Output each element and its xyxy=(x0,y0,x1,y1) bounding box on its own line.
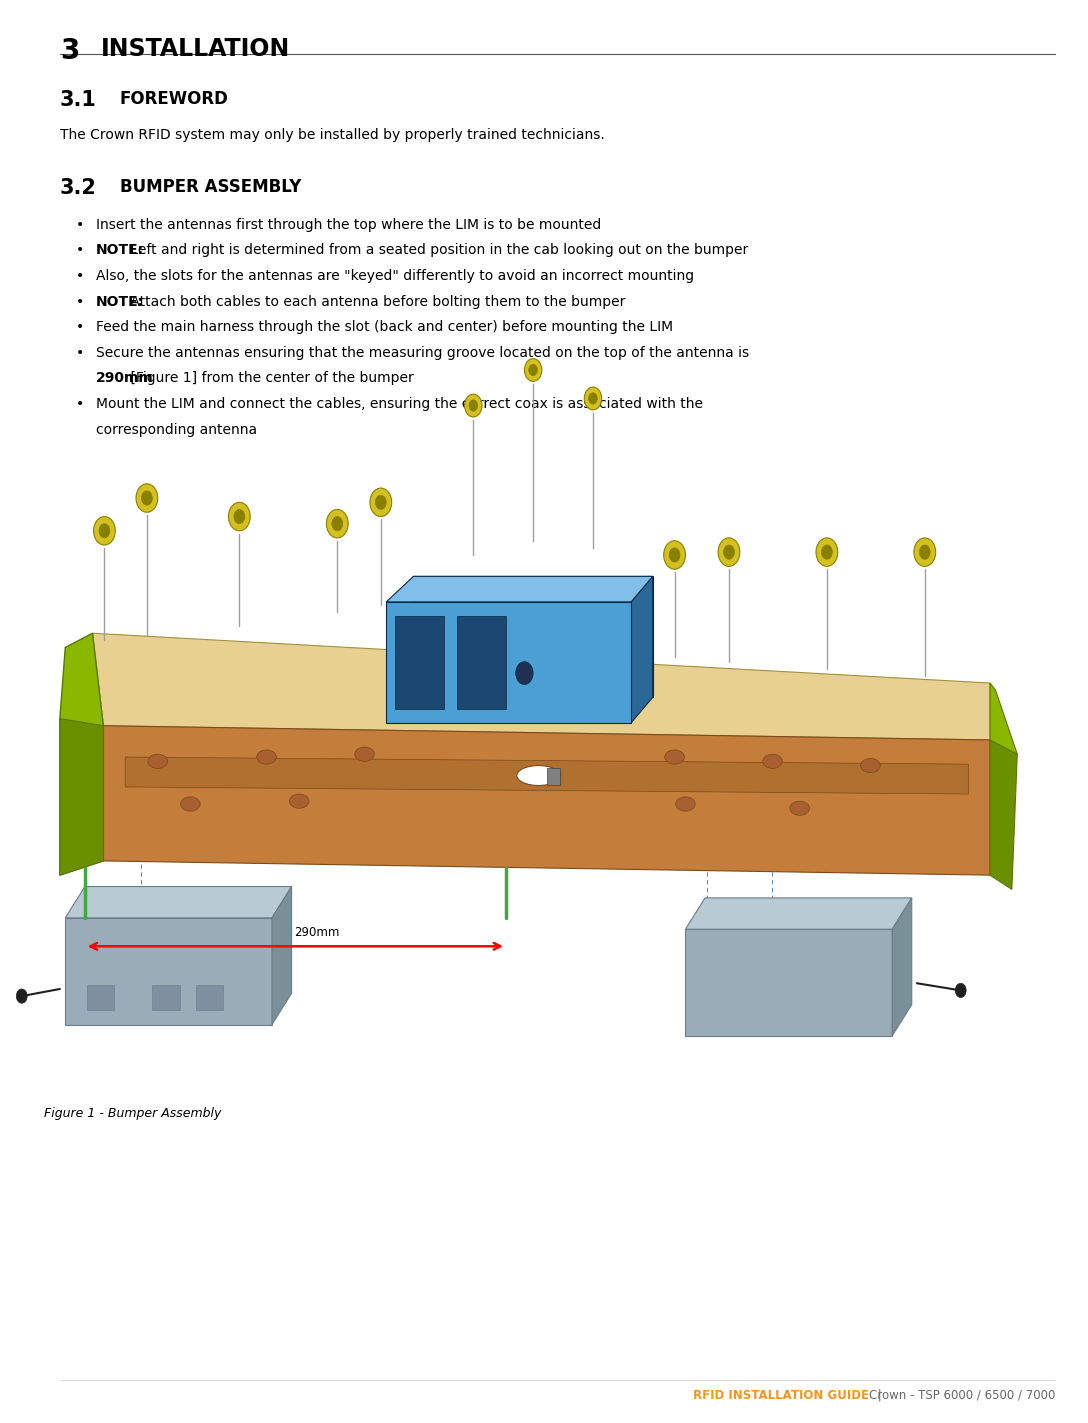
Polygon shape xyxy=(386,576,653,602)
Ellipse shape xyxy=(465,394,482,417)
Text: 3: 3 xyxy=(60,37,79,65)
Ellipse shape xyxy=(99,524,110,538)
Circle shape xyxy=(16,989,27,1003)
Ellipse shape xyxy=(914,538,936,566)
Text: NOTE:: NOTE: xyxy=(96,295,144,309)
Text: 3.2: 3.2 xyxy=(60,178,97,198)
Ellipse shape xyxy=(136,484,158,512)
Polygon shape xyxy=(92,633,990,740)
Polygon shape xyxy=(125,757,968,794)
Text: Mount the LIM and connect the cables, ensuring the correct coax is associated wi: Mount the LIM and connect the cables, en… xyxy=(96,397,703,411)
Ellipse shape xyxy=(148,754,168,768)
Text: •: • xyxy=(76,269,85,283)
Text: •: • xyxy=(76,397,85,411)
Text: Crown - TSP 6000 / 6500 / 7000: Crown - TSP 6000 / 6500 / 7000 xyxy=(869,1389,1055,1402)
Polygon shape xyxy=(103,726,990,875)
Ellipse shape xyxy=(584,387,602,410)
Text: Also, the slots for the antennas are "keyed" differently to avoid an incorrect m: Also, the slots for the antennas are "ke… xyxy=(96,269,694,283)
Polygon shape xyxy=(413,576,653,697)
Text: 3.1: 3.1 xyxy=(60,90,97,110)
Ellipse shape xyxy=(919,545,930,559)
Text: 290mm: 290mm xyxy=(96,371,153,386)
Text: |: | xyxy=(874,1389,886,1402)
Ellipse shape xyxy=(763,754,782,768)
Ellipse shape xyxy=(141,491,152,505)
Ellipse shape xyxy=(816,538,838,566)
Polygon shape xyxy=(631,576,653,723)
Polygon shape xyxy=(60,633,103,875)
Text: Secure the antennas ensuring that the measuring groove located on the top of the: Secure the antennas ensuring that the me… xyxy=(96,346,749,360)
Ellipse shape xyxy=(375,495,386,509)
Ellipse shape xyxy=(718,538,740,566)
Ellipse shape xyxy=(664,541,685,569)
FancyBboxPatch shape xyxy=(196,985,223,1010)
Ellipse shape xyxy=(665,750,684,764)
Ellipse shape xyxy=(234,509,245,524)
Polygon shape xyxy=(990,683,1017,754)
Circle shape xyxy=(516,662,533,684)
Text: •: • xyxy=(76,243,85,258)
Text: •: • xyxy=(76,218,85,232)
Text: RFID INSTALLATION GUIDE: RFID INSTALLATION GUIDE xyxy=(693,1389,868,1402)
Polygon shape xyxy=(990,740,1017,889)
Polygon shape xyxy=(685,898,912,929)
Text: Feed the main harness through the slot (back and center) before mounting the LIM: Feed the main harness through the slot (… xyxy=(96,320,672,334)
Ellipse shape xyxy=(821,545,832,559)
Ellipse shape xyxy=(370,488,392,517)
Ellipse shape xyxy=(676,797,695,811)
FancyBboxPatch shape xyxy=(395,616,444,709)
Text: Attach both cables to each antenna before bolting them to the bumper: Attach both cables to each antenna befor… xyxy=(126,295,626,309)
Ellipse shape xyxy=(355,747,374,761)
Ellipse shape xyxy=(669,548,680,562)
Text: Left and right is determined from a seated position in the cab looking out on th: Left and right is determined from a seat… xyxy=(126,243,749,258)
Ellipse shape xyxy=(469,400,478,411)
Ellipse shape xyxy=(589,393,597,404)
Ellipse shape xyxy=(724,545,734,559)
Ellipse shape xyxy=(861,758,880,773)
Text: [Figure 1] from the center of the bumper: [Figure 1] from the center of the bumper xyxy=(126,371,413,386)
Text: INSTALLATION: INSTALLATION xyxy=(101,37,290,61)
Text: •: • xyxy=(76,295,85,309)
Ellipse shape xyxy=(228,502,250,531)
Polygon shape xyxy=(65,887,292,918)
Text: Figure 1 - Bumper Assembly: Figure 1 - Bumper Assembly xyxy=(44,1107,221,1120)
Polygon shape xyxy=(685,929,892,1036)
Polygon shape xyxy=(65,918,272,1025)
Ellipse shape xyxy=(517,766,560,785)
FancyBboxPatch shape xyxy=(87,985,114,1010)
Ellipse shape xyxy=(94,517,115,545)
Text: •: • xyxy=(76,346,85,360)
FancyBboxPatch shape xyxy=(152,985,180,1010)
Ellipse shape xyxy=(257,750,276,764)
Circle shape xyxy=(955,983,966,998)
Text: •: • xyxy=(76,320,85,334)
Ellipse shape xyxy=(332,517,343,531)
Ellipse shape xyxy=(790,801,809,815)
Ellipse shape xyxy=(289,794,309,808)
Text: corresponding antenna: corresponding antenna xyxy=(96,423,257,437)
FancyBboxPatch shape xyxy=(457,616,506,709)
Text: NOTE:: NOTE: xyxy=(96,243,144,258)
Ellipse shape xyxy=(326,509,348,538)
Polygon shape xyxy=(272,887,292,1025)
Ellipse shape xyxy=(524,359,542,381)
Text: The Crown RFID system may only be installed by properly trained technicians.: The Crown RFID system may only be instal… xyxy=(60,128,605,142)
Polygon shape xyxy=(892,898,912,1036)
Text: 290mm: 290mm xyxy=(295,926,339,939)
Text: FOREWORD: FOREWORD xyxy=(120,90,228,108)
Polygon shape xyxy=(386,602,631,723)
FancyBboxPatch shape xyxy=(547,768,560,785)
Polygon shape xyxy=(60,719,103,875)
Ellipse shape xyxy=(181,797,200,811)
Text: BUMPER ASSEMBLY: BUMPER ASSEMBLY xyxy=(120,178,301,196)
Ellipse shape xyxy=(529,364,537,376)
Text: Insert the antennas first through the top where the LIM is to be mounted: Insert the antennas first through the to… xyxy=(96,218,601,232)
